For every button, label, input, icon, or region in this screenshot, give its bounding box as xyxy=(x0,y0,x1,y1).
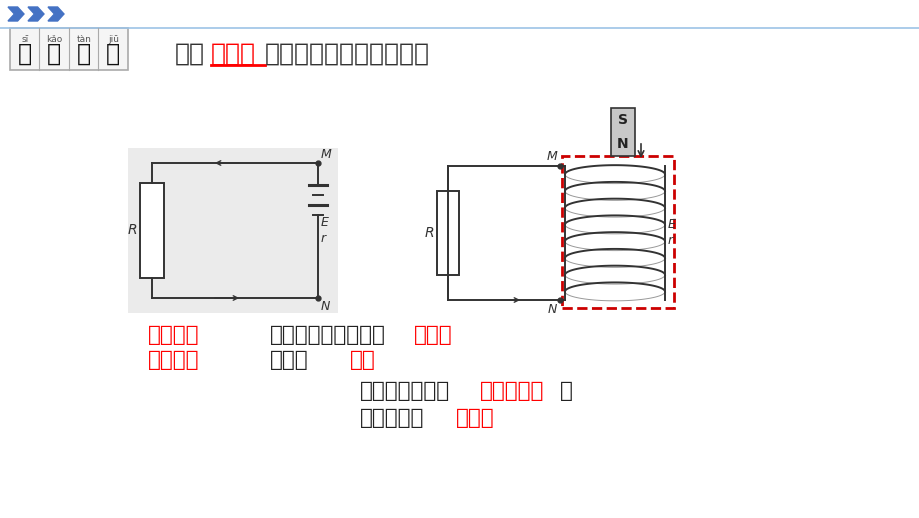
Text: M: M xyxy=(546,150,556,163)
Text: 考: 考 xyxy=(47,42,62,66)
Text: 甲中有: 甲中有 xyxy=(269,350,308,370)
Text: 本质上: 本质上 xyxy=(210,42,255,66)
Text: 乙中有螺线管（: 乙中有螺线管（ xyxy=(359,381,449,401)
Text: 有电源就有: 有电源就有 xyxy=(359,408,424,428)
Bar xyxy=(128,148,337,313)
Text: tàn: tàn xyxy=(76,35,91,44)
Text: M: M xyxy=(321,148,332,161)
Bar xyxy=(562,156,674,308)
Text: E: E xyxy=(667,219,675,232)
Text: 究: 究 xyxy=(106,42,120,66)
Text: R: R xyxy=(424,226,434,240)
Text: 思: 思 xyxy=(17,42,32,66)
Text: jiū: jiū xyxy=(108,35,119,44)
Text: N: N xyxy=(321,300,330,313)
Bar xyxy=(610,108,634,156)
Text: 不同点：: 不同点： xyxy=(148,350,199,370)
Text: N: N xyxy=(547,303,556,316)
Text: kǎo: kǎo xyxy=(46,35,62,44)
Text: 电源: 电源 xyxy=(349,350,375,370)
Text: 比较甲、乙两电路的异同: 比较甲、乙两电路的异同 xyxy=(265,42,429,66)
Text: 探: 探 xyxy=(76,42,91,66)
Text: 试从: 试从 xyxy=(175,42,205,66)
Text: 相同点：: 相同点： xyxy=(148,325,199,345)
Text: 有电流: 有电流 xyxy=(414,325,452,345)
Bar xyxy=(437,191,459,275)
Text: 相当于电源: 相当于电源 xyxy=(480,381,544,401)
Text: 两电路都是闭合的，: 两电路都是闭合的， xyxy=(269,325,385,345)
Text: E: E xyxy=(321,216,328,229)
Text: N: N xyxy=(617,137,628,151)
Bar xyxy=(10,28,128,70)
Bar xyxy=(140,183,164,278)
Text: S: S xyxy=(618,113,628,127)
Polygon shape xyxy=(48,7,64,21)
Text: ）: ） xyxy=(560,381,573,401)
Text: sī: sī xyxy=(21,35,28,44)
Text: R: R xyxy=(127,223,137,237)
Text: 电动势: 电动势 xyxy=(456,408,494,428)
Polygon shape xyxy=(28,7,44,21)
Text: r: r xyxy=(321,232,325,245)
Text: r: r xyxy=(667,235,673,248)
Polygon shape xyxy=(8,7,24,21)
